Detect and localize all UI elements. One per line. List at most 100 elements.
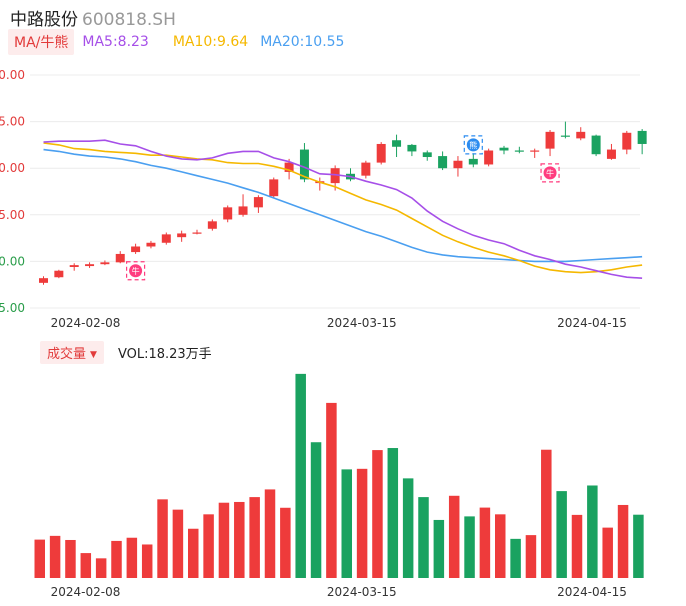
candle-body[interactable] bbox=[299, 149, 309, 180]
candle-body[interactable] bbox=[100, 262, 110, 265]
candle-body[interactable] bbox=[85, 264, 95, 267]
volume-bar[interactable] bbox=[356, 468, 368, 578]
candle-body[interactable] bbox=[207, 221, 217, 229]
volume-indicator-tag[interactable]: 成交量 ▼ bbox=[40, 341, 104, 364]
volume-bar[interactable] bbox=[34, 539, 46, 578]
volume-bar[interactable] bbox=[111, 540, 122, 578]
candle-body[interactable] bbox=[330, 168, 340, 184]
volume-bar[interactable] bbox=[433, 519, 445, 578]
volume-bar[interactable] bbox=[326, 402, 337, 578]
volume-bar[interactable] bbox=[602, 527, 613, 578]
svg-text:牛: 牛 bbox=[132, 266, 140, 276]
volume-bar[interactable] bbox=[479, 507, 491, 578]
volume-legend: 成交量 ▼ VOL:18.23万手 bbox=[40, 341, 212, 364]
y-tick-label: 25.00 bbox=[0, 115, 25, 129]
candle-body[interactable] bbox=[192, 232, 202, 234]
candle-body[interactable] bbox=[392, 140, 402, 147]
volume-bar[interactable] bbox=[95, 558, 107, 578]
candle-body[interactable] bbox=[253, 197, 263, 208]
candle-body[interactable] bbox=[39, 278, 48, 283]
volume-bar[interactable] bbox=[510, 538, 521, 578]
x-tick-label: 2024-04-15 bbox=[557, 316, 627, 330]
candle-body[interactable] bbox=[484, 150, 494, 165]
candle-body[interactable] bbox=[146, 242, 156, 247]
candle-body[interactable] bbox=[530, 150, 540, 152]
volume-bar[interactable] bbox=[249, 497, 260, 578]
candle-body[interactable] bbox=[438, 156, 448, 169]
volume-bar[interactable] bbox=[295, 373, 306, 578]
candle-body[interactable] bbox=[591, 135, 601, 155]
stock-title: 中路股份 600818.SH bbox=[10, 5, 176, 30]
bull-marker-icon[interactable]: 牛 bbox=[125, 261, 146, 281]
y-tick-label: 20.00 bbox=[0, 161, 25, 175]
candle-body[interactable] bbox=[514, 150, 524, 152]
volume-bar[interactable] bbox=[49, 535, 61, 578]
bear-marker-icon[interactable]: 熊 bbox=[463, 135, 483, 155]
y-tick-label: 30.00 bbox=[0, 68, 25, 82]
volume-bar[interactable] bbox=[141, 544, 153, 578]
volume-bar[interactable] bbox=[633, 514, 644, 578]
candle-body[interactable] bbox=[376, 143, 386, 163]
volume-bar[interactable] bbox=[264, 489, 276, 578]
candle-body[interactable] bbox=[115, 253, 125, 263]
volume-bar[interactable] bbox=[372, 450, 383, 578]
candle-body[interactable] bbox=[407, 144, 417, 152]
volume-bar[interactable] bbox=[556, 491, 567, 578]
volume-bar[interactable] bbox=[341, 469, 353, 578]
volume-bar[interactable] bbox=[571, 514, 583, 578]
volume-x-tick-label: 2024-03-15 bbox=[327, 585, 397, 599]
stock-name: 中路股份 bbox=[10, 10, 78, 30]
volume-bar[interactable] bbox=[418, 497, 429, 578]
volume-bar[interactable] bbox=[402, 478, 414, 578]
candle-body[interactable] bbox=[238, 206, 248, 215]
candle-body[interactable] bbox=[54, 270, 64, 278]
volume-bar[interactable] bbox=[188, 528, 199, 578]
candle-body[interactable] bbox=[576, 131, 586, 139]
volume-bar[interactable] bbox=[126, 537, 138, 578]
ma-indicator-tag[interactable]: MA/牛熊 bbox=[8, 29, 75, 55]
candle-body[interactable] bbox=[223, 207, 233, 220]
candle-body[interactable] bbox=[637, 130, 647, 144]
bull-marker-icon[interactable]: 牛 bbox=[540, 163, 560, 183]
volume-bar[interactable] bbox=[203, 514, 214, 578]
ma10-value: MA10:9.64 bbox=[172, 34, 249, 50]
candle-body[interactable] bbox=[361, 162, 371, 176]
volume-bar[interactable] bbox=[617, 504, 629, 578]
candle-body[interactable] bbox=[69, 265, 79, 267]
volume-bar[interactable] bbox=[80, 553, 92, 578]
volume-bar[interactable] bbox=[464, 516, 475, 578]
volume-bar[interactable] bbox=[448, 495, 460, 578]
volume-bar[interactable] bbox=[310, 442, 322, 578]
candle-body[interactable] bbox=[560, 135, 570, 137]
candle-body[interactable] bbox=[499, 147, 509, 151]
volume-bar[interactable] bbox=[157, 499, 168, 578]
candle-body[interactable] bbox=[468, 158, 478, 165]
candle-body[interactable] bbox=[422, 152, 432, 158]
candle-body[interactable] bbox=[606, 149, 616, 159]
volume-bar[interactable] bbox=[280, 507, 291, 578]
candle-body[interactable] bbox=[161, 234, 171, 243]
candle-body[interactable] bbox=[269, 179, 279, 197]
candle-body[interactable] bbox=[622, 132, 632, 150]
volume-bar[interactable] bbox=[387, 448, 399, 578]
candle-body[interactable] bbox=[131, 246, 141, 253]
volume-bar[interactable] bbox=[525, 535, 537, 578]
candle-body[interactable] bbox=[453, 160, 463, 169]
caret-down-icon: ▼ bbox=[90, 349, 97, 360]
volume-bar[interactable] bbox=[234, 501, 245, 578]
volume-bar[interactable] bbox=[495, 514, 506, 578]
ma20-line bbox=[43, 148, 643, 263]
candle-body[interactable] bbox=[177, 233, 187, 238]
volume-bar[interactable] bbox=[172, 509, 184, 578]
candle-body[interactable] bbox=[545, 131, 555, 149]
x-tick-label: 2024-03-15 bbox=[327, 316, 397, 330]
volume-bar[interactable] bbox=[541, 449, 552, 578]
y-tick-label: 10.00 bbox=[0, 254, 25, 268]
y-tick-label: 5.00 bbox=[0, 301, 25, 315]
volume-bar[interactable] bbox=[218, 502, 230, 578]
volume-bar[interactable] bbox=[587, 485, 598, 578]
ma5-line bbox=[43, 139, 643, 279]
volume-bar[interactable] bbox=[65, 539, 76, 578]
candle-body[interactable] bbox=[284, 162, 294, 172]
